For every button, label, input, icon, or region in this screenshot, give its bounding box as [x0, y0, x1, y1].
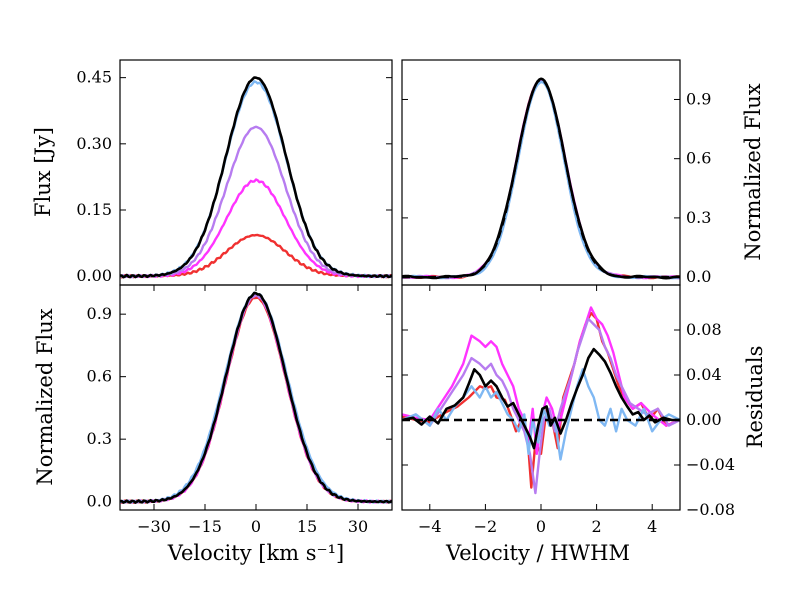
y-tick-label: 0.0: [686, 267, 711, 286]
y-tick-label: 0.15: [76, 200, 112, 219]
y-tick-label: 0.9: [87, 304, 112, 323]
series-light-blue: [402, 368, 680, 461]
series-magenta: [120, 293, 392, 504]
y-tick-label: 0.00: [686, 410, 722, 429]
x-tick-label: −2: [474, 517, 498, 536]
series-red: [120, 296, 392, 504]
series-purple: [402, 79, 680, 280]
series-purple: [120, 293, 392, 504]
x-tick-label: 30: [348, 517, 368, 536]
x-tick-label: 15: [297, 517, 317, 536]
y-tick-label: 0.00: [76, 266, 112, 285]
x-tick-label: 0: [251, 517, 261, 536]
series-black: [120, 291, 392, 504]
y-tick-label: 0.3: [87, 429, 112, 448]
xlabel-bottom-left: Velocity [km s⁻¹]: [167, 541, 344, 565]
x-tick-label: −30: [137, 517, 171, 536]
y-tick-label: 0.6: [87, 367, 112, 386]
y-tick-label: 0.6: [686, 149, 711, 168]
xlabel-bottom-right: Velocity / HWHM: [445, 541, 630, 565]
y-tick-label: 0.30: [76, 134, 112, 153]
panel-bottom-right: −0.08 −0.04 0.00 0.04 0.08 −4 −2 0 2 4: [401, 284, 735, 536]
y-tick-label: −0.04: [686, 455, 735, 474]
x-tick-label: 4: [647, 517, 657, 536]
panel-top-left: 0.00 0.15 0.30 0.45: [76, 59, 393, 286]
series-magenta: [402, 78, 680, 280]
ylabel-bottom-right: Residuals: [743, 346, 767, 449]
y-tick-label: 0.9: [686, 89, 711, 108]
series-black: [402, 347, 680, 450]
y-tick-label: −0.08: [686, 500, 735, 519]
axes-frame: [119, 284, 393, 511]
series-purple: [120, 125, 392, 279]
axes-frame: [401, 59, 681, 286]
x-tick-label: 2: [592, 517, 602, 536]
ylabel-top-left: Flux [Jy]: [31, 127, 55, 217]
ylabel-top-right: Normalized Flux: [741, 83, 765, 260]
series-light-blue: [402, 80, 680, 280]
series-red: [402, 78, 680, 280]
series-gaussian-fit: [402, 78, 680, 279]
ylabel-bottom-left: Normalized Flux: [33, 308, 57, 485]
y-tick-label: 0.04: [686, 365, 722, 384]
y-tick-label: 0.08: [686, 320, 722, 339]
x-tick-label: −4: [418, 517, 442, 536]
x-tick-label: −15: [188, 517, 222, 536]
axes-frame: [119, 59, 393, 286]
y-tick-label: 0.0: [87, 492, 112, 511]
series-black: [120, 76, 392, 279]
series-black: [402, 77, 680, 280]
series-light-blue: [120, 291, 392, 504]
series-magenta: [120, 178, 392, 279]
y-tick-label: 0.3: [686, 208, 711, 227]
panel-bottom-left: 0.0 0.3 0.6 0.9 −30 −15 0 15 30: [87, 284, 393, 536]
panel-top-right: 0.0 0.3 0.6 0.9: [401, 59, 711, 286]
y-tick-label: 0.45: [76, 68, 112, 87]
x-tick-label: 0: [536, 517, 546, 536]
series-red: [120, 233, 392, 279]
